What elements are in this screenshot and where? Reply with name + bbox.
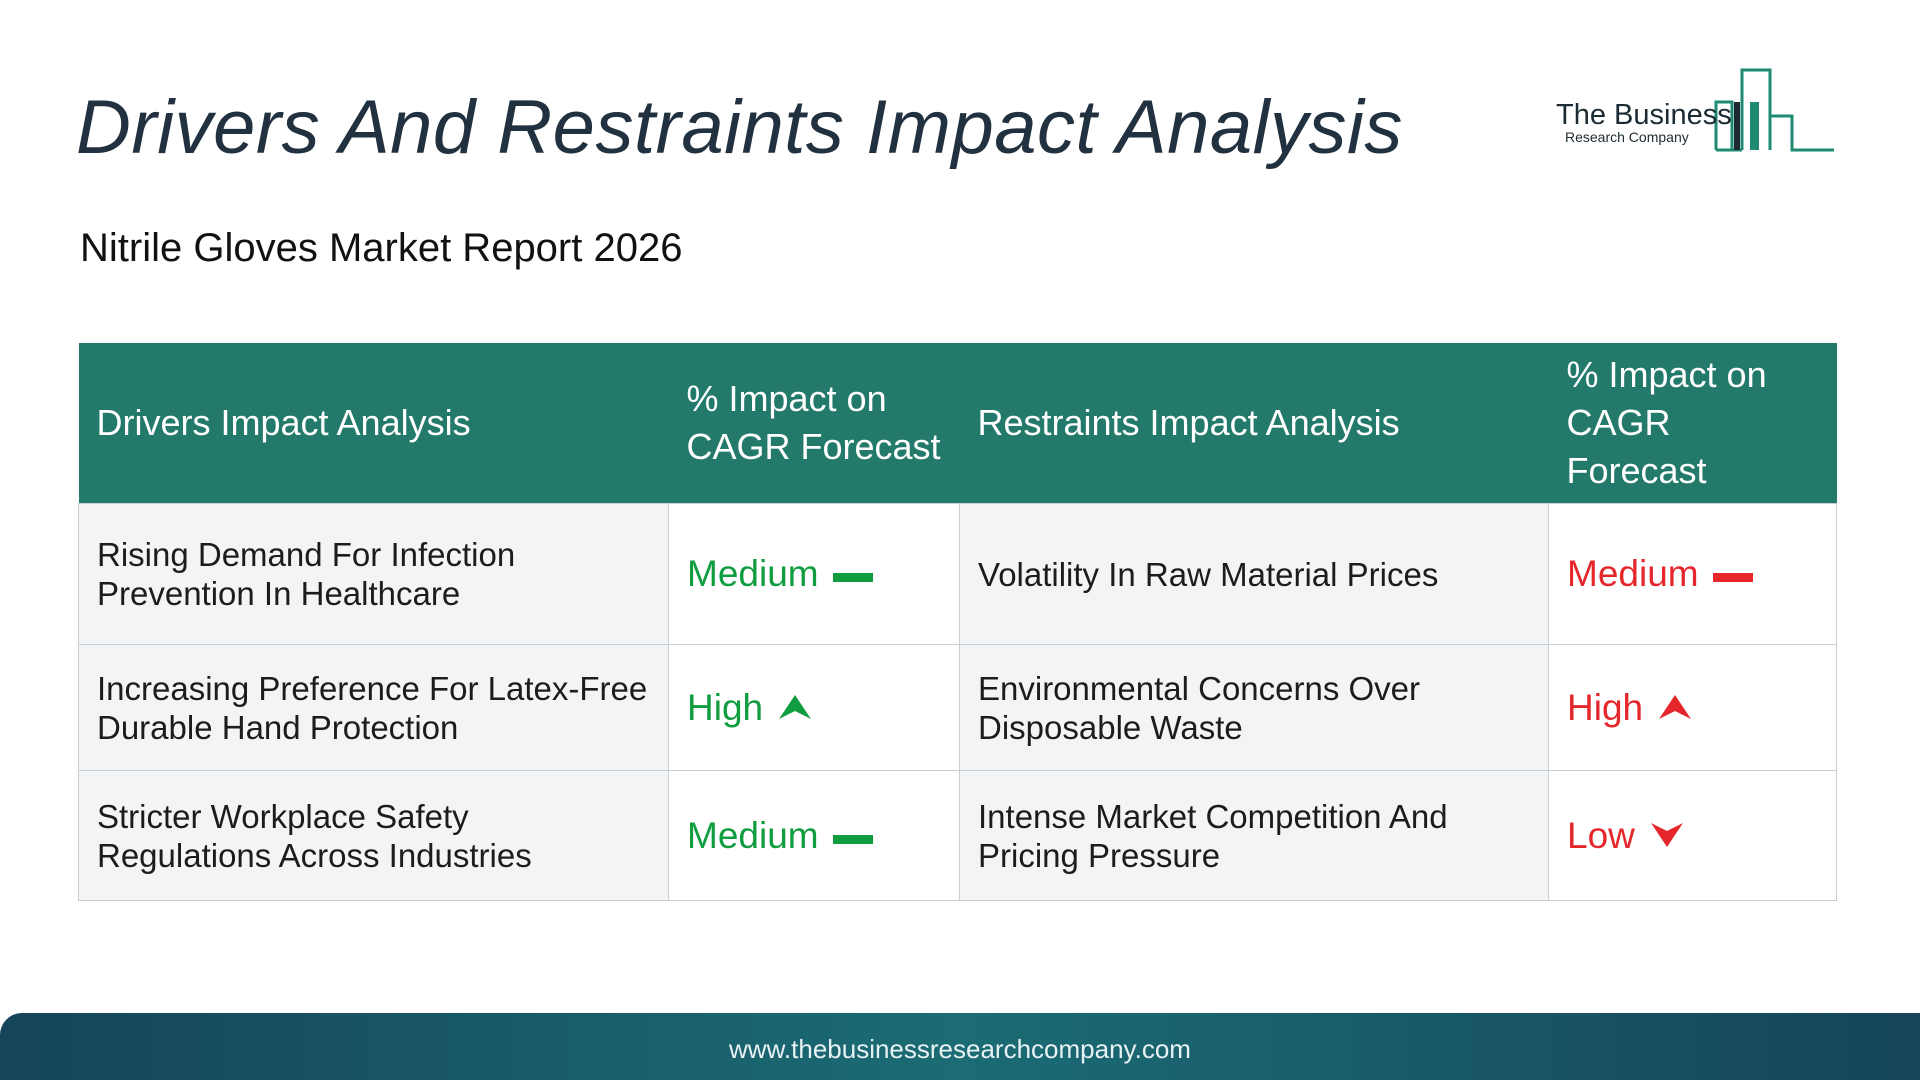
arrow-up-icon (1659, 695, 1692, 719)
logo-buildings-icon (1714, 68, 1834, 152)
restraint-impact-value: Low (1567, 814, 1635, 856)
restraint-cell: Intense Market Competition And Pricing P… (959, 770, 1549, 901)
table-row: Increasing Preference For Latex-Free Dur… (78, 644, 1837, 771)
driver-cell: Rising Demand For Infection Prevention I… (78, 503, 669, 645)
driver-impact-cell: Medium (668, 770, 960, 901)
restraints-column-header: Restraints Impact Analysis (959, 343, 1549, 504)
logo-name: The Business (1556, 99, 1732, 131)
restraint-impact-value: Medium (1567, 553, 1699, 594)
driver-impact-cell: High (668, 644, 960, 771)
logo-tagline: Research Company (1565, 129, 1689, 145)
dash-icon (832, 834, 873, 844)
driver-impact-value: Medium (687, 814, 819, 856)
restraint-impact-cell: Medium (1548, 503, 1837, 645)
footer-url[interactable]: www.thebusinessresearchcompany.com (729, 1034, 1191, 1064)
arrow-up-icon (779, 695, 812, 719)
restraint-impact-value: High (1567, 686, 1644, 728)
table-row: Stricter Workplace Safety Regulations Ac… (78, 770, 1837, 901)
drivers-column-header: Drivers Impact Analysis (78, 343, 669, 504)
restraint-cell: Volatility In Raw Material Prices (959, 503, 1549, 645)
dash-icon (832, 573, 873, 582)
driver-impact-cell: Medium (668, 503, 960, 645)
impact-table: Drivers Impact Analysis % Impact on CAGR… (78, 343, 1837, 901)
driver-cell: Increasing Preference For Latex-Free Dur… (78, 644, 669, 771)
driver-impact-value: High (687, 686, 764, 728)
restraint-impact-cell: High (1548, 644, 1837, 771)
page-title: Drivers And Restraints Impact Analysis (76, 85, 1403, 170)
dash-icon (1712, 573, 1753, 582)
footer-bar: www.thebusinessresearchcompany.com (0, 1013, 1920, 1080)
driver-cell: Stricter Workplace Safety Regulations Ac… (78, 770, 669, 901)
table-row: Rising Demand For Infection Prevention I… (78, 503, 1837, 645)
restraint-cell: Environmental Concerns Over Disposable W… (959, 644, 1549, 771)
company-logo: The Business Research Company (1556, 68, 1836, 158)
driver-impact-column-header: % Impact on CAGR Forecast (668, 343, 960, 504)
restraint-impact-cell: Low (1548, 770, 1837, 901)
arrow-down-icon (1650, 823, 1683, 847)
table-header-row: Drivers Impact Analysis % Impact on CAGR… (78, 343, 1837, 504)
report-subtitle: Nitrile Gloves Market Report 2026 (80, 226, 683, 270)
restraint-impact-column-header: % Impact on CAGR Forecast (1548, 343, 1837, 504)
driver-impact-value: Medium (687, 553, 819, 594)
